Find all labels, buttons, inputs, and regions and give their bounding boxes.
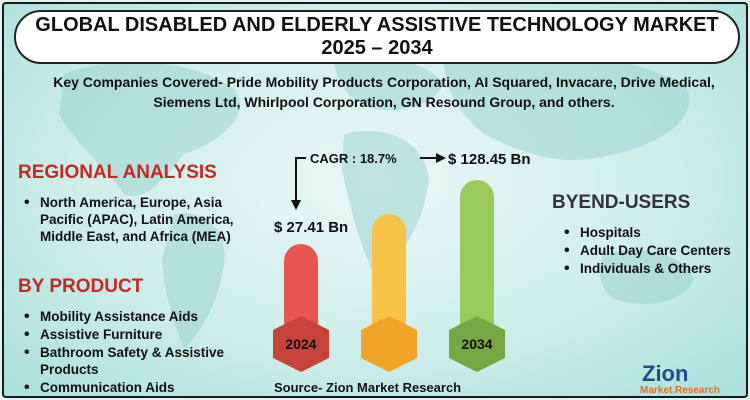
title-line-1: GLOBAL DISABLED AND ELDERLY ASSISTIVE TE…	[35, 14, 719, 36]
list-item: Individuals & Others	[560, 260, 740, 277]
growth-graphic: CAGR : 18.7% $ 128.45 Bn $ 27.41 Bn 2024…	[273, 151, 531, 372]
list-item: Hospitals	[560, 224, 740, 241]
by-product-heading: BY PRODUCT	[18, 276, 144, 297]
product-list: Mobility Assistance Aids Assistive Furni…	[20, 308, 270, 396]
list-item: Communication Aids	[20, 379, 270, 396]
key-companies-text: Key Companies Covered- Pride Mobility Pr…	[53, 74, 715, 110]
year-2024-label: 2024	[285, 336, 316, 352]
title-line-2: 2025 – 2034	[321, 37, 433, 59]
end-users-list: Hospitals Adult Day Care Centers Individ…	[560, 224, 740, 278]
list-item: Assistive Furniture	[20, 326, 270, 343]
list-item: Mobility Assistance Aids	[20, 308, 270, 325]
zion-logo: Zion Market.Research	[640, 361, 720, 396]
cagr-down-arrow	[295, 157, 306, 202]
logo-sub: Market.Research	[640, 385, 720, 396]
bar-middle	[372, 214, 406, 344]
world-map-background	[59, 49, 694, 349]
arrow-head-down	[291, 200, 301, 210]
bar-2024	[284, 244, 318, 344]
source-text: Source- Zion Market Research	[274, 380, 462, 395]
list-item: Bathroom Safety & Assistive Products	[20, 344, 270, 378]
hexagon-2024	[273, 316, 329, 372]
list-item: North America, Europe, Asia Pacific (APA…	[20, 194, 255, 245]
hexagon-2034	[449, 316, 505, 372]
cagr-label: CAGR : 18.7%	[310, 151, 397, 166]
list-item: Adult Day Care Centers	[560, 242, 740, 259]
regional-list: North America, Europe, Asia Pacific (APA…	[20, 194, 255, 246]
arrow-head-right	[436, 153, 446, 163]
end-users-heading: BYEND-USERS	[552, 192, 691, 213]
bar-2034	[460, 180, 494, 344]
hexagon-middle	[361, 316, 417, 372]
end-value-label: $ 128.45 Bn	[448, 151, 531, 168]
regional-analysis-heading: REGIONAL ANALYSIS	[18, 162, 217, 183]
start-value-label: $ 27.41 Bn	[274, 219, 348, 236]
logo-word: Zion	[642, 361, 688, 386]
year-2034-label: 2034	[461, 336, 492, 352]
title-banner: GLOBAL DISABLED AND ELDERLY ASSISTIVE TE…	[14, 10, 740, 64]
